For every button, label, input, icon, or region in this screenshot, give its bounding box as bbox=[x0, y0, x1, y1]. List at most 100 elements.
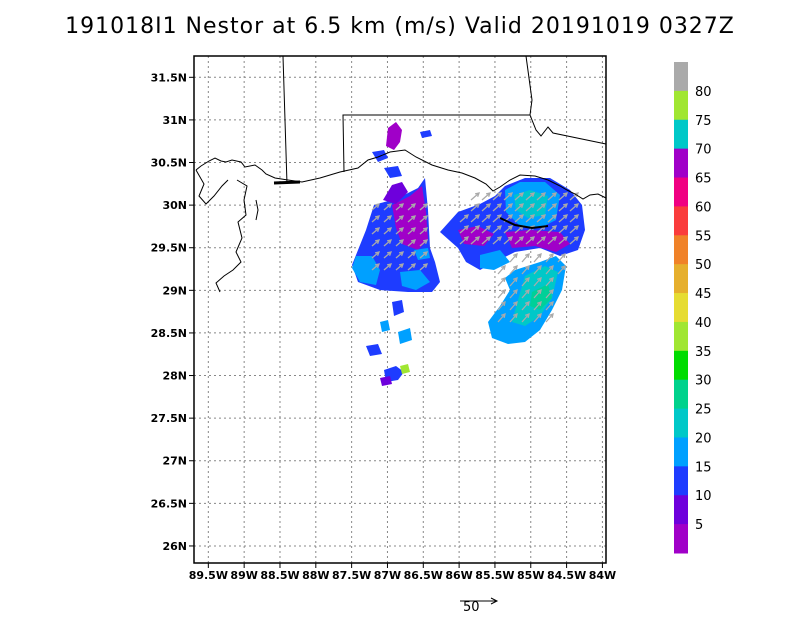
reference-arrow-head bbox=[490, 597, 499, 605]
colorbar-labels: 5 10 15 20 25 30 35 40 45 50 55 60 65 70 75 80 bbox=[695, 85, 712, 533]
colorbar-segment bbox=[674, 119, 688, 150]
wind-vector-head bbox=[474, 192, 481, 197]
wind-vector bbox=[525, 192, 535, 201]
wind-vector-head bbox=[518, 203, 525, 208]
colorbar-label: 10 bbox=[695, 489, 712, 504]
wind-vector-head bbox=[561, 264, 566, 271]
wind-vector-head bbox=[398, 215, 405, 220]
wind-vector bbox=[419, 239, 428, 247]
wind-vector bbox=[459, 225, 469, 234]
wind-vector-head bbox=[374, 215, 381, 220]
wind-vector-head bbox=[463, 236, 470, 241]
x-tick-label: 86.5W bbox=[404, 569, 443, 582]
wind-vector bbox=[536, 192, 546, 201]
wind-vector bbox=[533, 265, 542, 275]
wind-vector bbox=[533, 289, 542, 299]
wind-vector bbox=[545, 289, 554, 299]
radar-echo bbox=[400, 270, 430, 290]
colorbar-label: 45 bbox=[695, 287, 712, 302]
wind-vector-head bbox=[474, 236, 481, 241]
wind-vector-head bbox=[513, 276, 518, 283]
y-tick-label: 26.5N bbox=[151, 497, 187, 510]
wind-vector-head bbox=[485, 225, 492, 230]
wind-vector-head bbox=[551, 236, 558, 241]
colorbar-label: 80 bbox=[695, 85, 712, 100]
wind-vector-head bbox=[551, 225, 558, 230]
colorbar-segment bbox=[674, 524, 688, 554]
wind-vector bbox=[419, 227, 428, 235]
longitude-axis: 89.5W 89W 88.5W 88W 87.5W 87W 86.5W 86W 85.5W 85W… bbox=[189, 563, 616, 582]
colorbar-segment bbox=[674, 379, 688, 410]
wind-vector bbox=[521, 253, 530, 263]
colorbar-segment bbox=[674, 206, 688, 236]
wind-vector bbox=[521, 313, 530, 323]
wind-vector bbox=[514, 203, 524, 212]
colorbar-label: 35 bbox=[695, 345, 712, 360]
colorbar-segment bbox=[674, 148, 688, 179]
wind-vector-head bbox=[398, 227, 405, 232]
wind-vector bbox=[371, 239, 380, 247]
wind-vector bbox=[419, 215, 428, 223]
wind-vector bbox=[558, 192, 568, 201]
colorbar-segment bbox=[674, 466, 688, 496]
coastline-path bbox=[215, 179, 248, 293]
wind-vector-head bbox=[562, 203, 569, 208]
wind-vector bbox=[459, 214, 469, 223]
wind-vector-head bbox=[496, 192, 503, 197]
wind-vector bbox=[509, 265, 518, 275]
wind-vector bbox=[492, 236, 502, 245]
colorbar-label: 70 bbox=[695, 143, 712, 158]
colorbar-segment bbox=[674, 495, 688, 525]
wind-vector-head bbox=[573, 214, 580, 219]
wind-vector-head bbox=[573, 236, 580, 241]
wind-vector-head bbox=[549, 276, 554, 283]
coastline-path bbox=[255, 199, 259, 221]
wind-vector-head bbox=[485, 192, 492, 197]
wind-vector-head bbox=[551, 203, 558, 208]
wind-vector-head bbox=[374, 263, 381, 268]
wind-vector bbox=[503, 225, 513, 234]
wind-vector-head bbox=[507, 214, 514, 219]
wind-vector bbox=[533, 313, 542, 323]
wind-vector bbox=[371, 203, 380, 211]
y-tick-label: 28.5N bbox=[151, 327, 187, 340]
wind-vector-head bbox=[386, 215, 393, 220]
wind-vector-head bbox=[501, 312, 506, 319]
wind-vector bbox=[525, 214, 535, 223]
wind-vector bbox=[569, 225, 579, 234]
wind-vector bbox=[545, 313, 554, 323]
wind-vector-head bbox=[549, 288, 554, 295]
wind-vector-head bbox=[537, 300, 542, 307]
wind-vector bbox=[419, 251, 428, 259]
wind-vector bbox=[545, 253, 554, 263]
wind-vector bbox=[470, 214, 480, 223]
wind-vector-head bbox=[513, 252, 518, 259]
colorbar-segment bbox=[674, 321, 688, 352]
y-tick-label: 30.5N bbox=[151, 157, 187, 170]
wind-vector bbox=[395, 203, 404, 211]
wind-vector bbox=[558, 225, 568, 234]
x-tick-label: 88.5W bbox=[260, 569, 299, 582]
colorbar-label: 25 bbox=[695, 403, 712, 418]
wind-vector-head bbox=[525, 312, 530, 319]
wind-vector bbox=[419, 263, 428, 271]
wind-vector bbox=[533, 253, 542, 263]
radar-echo bbox=[380, 320, 390, 332]
wind-vector bbox=[545, 301, 554, 311]
wind-vector bbox=[509, 301, 518, 311]
y-tick-label: 31.5N bbox=[151, 71, 187, 84]
wind-vector bbox=[407, 263, 416, 271]
wind-vector-head bbox=[422, 239, 429, 244]
x-tick-label: 88W bbox=[302, 569, 329, 582]
state-border-path bbox=[282, 55, 288, 185]
wind-vector-head bbox=[551, 192, 558, 197]
wind-vector-head bbox=[525, 252, 530, 259]
radar-echo bbox=[530, 284, 552, 310]
wind-vector-head bbox=[374, 251, 381, 256]
wind-vector bbox=[371, 227, 380, 235]
wind-vector-head bbox=[513, 300, 518, 307]
wind-vector-head bbox=[386, 263, 393, 268]
wind-vector-head bbox=[549, 252, 554, 259]
wind-vector bbox=[492, 214, 502, 223]
